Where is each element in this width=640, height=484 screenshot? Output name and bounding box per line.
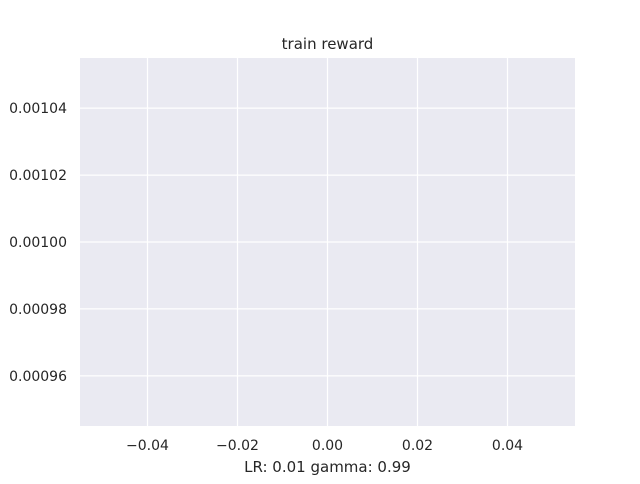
x-tick-label: −0.04 bbox=[126, 438, 169, 454]
x-tick-label: 0.00 bbox=[312, 438, 343, 454]
x-axis-label: LR: 0.01 gamma: 0.99 bbox=[244, 458, 411, 476]
x-tick-label: 0.02 bbox=[402, 438, 433, 454]
x-tick-labels: −0.04 −0.02 0.00 0.02 0.04 bbox=[126, 438, 523, 454]
y-tick-label: 0.00102 bbox=[9, 168, 67, 184]
y-tick-label: 0.00098 bbox=[9, 302, 67, 318]
y-tick-label: 0.00104 bbox=[9, 101, 67, 117]
gridlines bbox=[80, 58, 575, 426]
x-tick-label: −0.02 bbox=[216, 438, 259, 454]
x-tick-label: 0.04 bbox=[492, 438, 523, 454]
y-tick-label: 0.00096 bbox=[9, 369, 67, 385]
y-tick-label: 0.00100 bbox=[9, 235, 67, 251]
chart-title: train reward bbox=[282, 35, 374, 53]
y-tick-labels: 0.00096 0.00098 0.00100 0.00102 0.00104 bbox=[9, 101, 67, 385]
